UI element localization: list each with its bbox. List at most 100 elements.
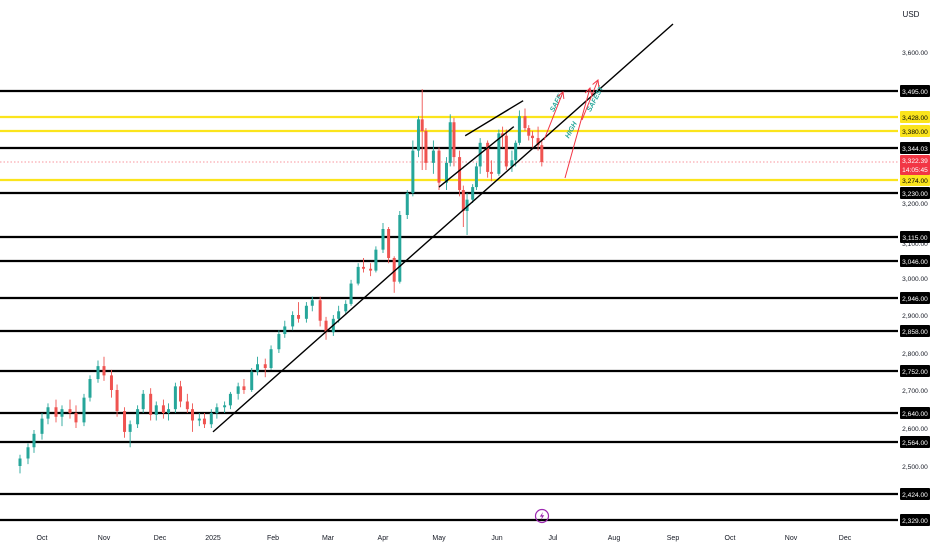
level-label-bg [900, 292, 930, 304]
currency-label[interactable]: USD [903, 10, 920, 19]
candle-body [136, 409, 140, 425]
candle-body [190, 409, 194, 421]
candle-body [128, 424, 132, 432]
candle-body [197, 418, 201, 421]
projection-arrowhead [557, 91, 565, 100]
candle-body [465, 199, 469, 211]
lightning-icon[interactable] [534, 508, 550, 524]
level-price-label: 2,858.00 [902, 329, 928, 336]
candlesticks [18, 89, 544, 474]
countdown-label: 14:05:45 [902, 167, 928, 174]
level-label-bg [900, 125, 930, 137]
level-price-label: 2,564.00 [902, 440, 928, 447]
level-price-label: 2,946.00 [902, 296, 928, 303]
candle-body [269, 349, 273, 368]
level-label-bg [900, 514, 930, 526]
level-price-label: 3,046.00 [902, 259, 928, 266]
level-price-label: 3,380.00 [902, 129, 928, 136]
candle-body [141, 393, 145, 410]
projection-arrow [564, 87, 591, 179]
candle-body [115, 390, 119, 412]
trendline-channel-upper[interactable] [464, 100, 524, 137]
x-tick-label: Nov [98, 535, 111, 542]
projection-arrowhead [584, 86, 593, 95]
level-label-bg [900, 231, 930, 243]
candle-body [263, 364, 267, 368]
trendline-main-uptrend[interactable] [212, 23, 674, 433]
level-price-label: 2,640.00 [902, 411, 928, 418]
candle-body [46, 407, 50, 419]
trendlines [212, 23, 674, 433]
candle-body [461, 190, 465, 211]
candle-body [154, 405, 158, 415]
trendline-channel-lower[interactable] [438, 126, 515, 188]
y-tick-label: 2,900.00 [902, 313, 928, 320]
y-tick-label: 2,600.00 [902, 426, 928, 433]
candle-body [202, 418, 206, 425]
candle-body [486, 142, 490, 172]
x-tick-label: Apr [378, 535, 390, 542]
candle-body [514, 142, 518, 161]
candle-body [489, 171, 493, 174]
level-price-label: 3,230.00 [902, 191, 928, 198]
candle-body [361, 266, 365, 269]
projection-arrow [581, 79, 599, 121]
current-price-label: 3,322.39 [902, 158, 928, 165]
level-price-label: 3,344.03 [902, 146, 928, 153]
time-axis[interactable]: Oct Nov Dec 2025 Feb Mar Apr May Jun Jul Aug Sep Oct… [37, 535, 852, 542]
candle-body [149, 393, 153, 415]
price-axis[interactable]: 3,495.00 3,428.00 3,380.00 3,344.03 3,274.00… [900, 50, 930, 526]
level-price-label: 2,424.00 [902, 492, 928, 499]
x-tick-label: Oct [725, 535, 736, 542]
candle-body [26, 447, 30, 459]
candle-body [250, 371, 254, 390]
candle-body [374, 249, 378, 271]
candle-body [277, 334, 281, 350]
candle-body [452, 122, 456, 158]
x-tick-label: Feb [267, 535, 279, 542]
candle-body [369, 268, 373, 271]
candle-body [304, 305, 308, 319]
x-tick-label: Oct [37, 535, 48, 542]
candle-body [40, 418, 44, 434]
x-tick-label: 2025 [205, 535, 221, 542]
candle-body [458, 157, 462, 191]
candle-body [527, 128, 531, 136]
x-tick-label: Sep [667, 535, 680, 542]
candle-body [344, 303, 348, 312]
y-tick-label: 2,800.00 [902, 351, 928, 358]
candle-body [471, 187, 475, 200]
candle-body [356, 266, 360, 284]
level-label-bg [900, 142, 930, 154]
candle-body [497, 133, 501, 174]
candle-body [68, 409, 72, 413]
candle-body [416, 119, 420, 151]
candle-body [242, 386, 246, 390]
candle-body [123, 411, 127, 432]
current-price-badge[interactable] [900, 155, 930, 175]
candle-body [18, 458, 22, 466]
candle-body [510, 160, 514, 167]
x-tick-label: Jul [549, 535, 558, 542]
x-tick-label: Nov [785, 535, 798, 542]
x-tick-label: Mar [322, 535, 335, 542]
candle-body [54, 407, 58, 417]
level-label-bg [900, 255, 930, 267]
candle-body [96, 366, 100, 380]
candle-body [387, 229, 391, 258]
level-price-label: 3,428.00 [902, 115, 928, 122]
y-tick-label: 2,500.00 [902, 464, 928, 471]
candle-body [349, 283, 353, 304]
projection-arrow [543, 91, 564, 141]
candle-body [398, 215, 402, 282]
candle-body [381, 229, 385, 250]
x-tick-label: May [432, 535, 446, 542]
candle-body [310, 300, 314, 306]
level-price-label: 3,115.00 [902, 235, 928, 242]
level-label-bg [900, 436, 930, 448]
candle-body [431, 150, 435, 163]
candle-body [236, 386, 240, 394]
